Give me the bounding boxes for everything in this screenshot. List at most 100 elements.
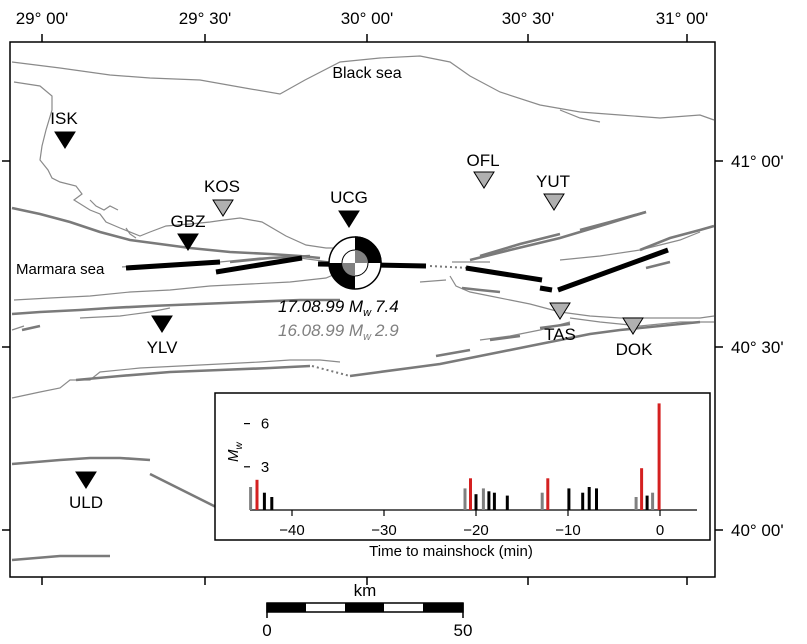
station-marker-icon [177, 233, 199, 251]
marmara-label-bg [14, 260, 122, 278]
stations: ISK KOS GBZ UCG OFL YUT YLV TAS [50, 109, 653, 512]
y-tick-label: 3 [261, 459, 269, 476]
fault-traces [11, 206, 715, 562]
lon-label: 30° 30' [502, 9, 555, 28]
foreshock-caption: 16.08.99 Mw 2.9 [278, 321, 399, 343]
station-label: OFL [466, 151, 499, 170]
station-isk[interactable]: ISK [50, 109, 78, 149]
station-label: YLV [147, 338, 179, 357]
lat-label: 41° 00' [731, 152, 784, 171]
station-marker-icon [338, 210, 360, 228]
station-gbz[interactable]: GBZ [171, 212, 206, 251]
magnitude-bar [505, 495, 509, 510]
station-marker-icon [543, 193, 565, 211]
station-marker-icon [473, 171, 495, 189]
mainshock-magnitude: 7.4 [375, 297, 399, 316]
magnitude-symbol: M [349, 321, 364, 340]
station-marker-icon [75, 471, 97, 489]
station-label: GBZ [171, 212, 206, 231]
scale-bar: km 0 50 [262, 581, 472, 640]
station-ylv[interactable]: YLV [147, 315, 179, 357]
x-tick-label: −40 [279, 522, 304, 539]
magnitude-bar [581, 492, 585, 510]
station-label: TAS [544, 325, 576, 344]
magnitude-bar [651, 492, 655, 510]
magnitude-bar [481, 488, 485, 510]
magnitude-bar [634, 497, 638, 510]
magnitude-bar [595, 488, 598, 510]
lat-label: 40° 30' [731, 338, 784, 357]
inset-xlabel: Time to mainshock (min) [369, 543, 533, 560]
station-yut[interactable]: YUT [536, 172, 570, 211]
station-label: ULD [69, 493, 103, 512]
inset-chart: −40 −30 −20 −10 036 Time to mainshock (min) … [214, 392, 711, 560]
marmara-sea-label: Marmara sea [16, 261, 105, 278]
magnitude-bar [474, 494, 478, 510]
x-tick-label: −30 [371, 522, 396, 539]
lon-label: 29° 30' [179, 9, 232, 28]
magnitude-subscript: w [363, 307, 372, 319]
lon-label: 30° 00' [341, 9, 394, 28]
foreshock-magnitude: 2.9 [374, 321, 399, 340]
magnitude-bar [640, 468, 644, 510]
magnitude-bar [469, 478, 472, 510]
station-uld[interactable]: ULD [69, 471, 103, 512]
lon-label: 29° 00' [16, 9, 69, 28]
inset-axes: −40 −30 −20 −10 0 3 6 [244, 416, 664, 539]
inset-ylabel-subscript: w [234, 442, 245, 450]
magnitude-symbol: M [349, 297, 364, 316]
map-frame [9, 41, 716, 578]
x-tick-label: −20 [463, 522, 488, 539]
rupture-segments [125, 247, 669, 293]
magnitude-bar [657, 403, 661, 510]
inset-bars [249, 403, 661, 510]
foreshock-date: 16.08.99 [278, 321, 345, 340]
magnitude-bar [463, 488, 467, 510]
inset-ylabel: Mw [225, 442, 245, 463]
coastlines [11, 55, 715, 399]
black-sea-label: Black sea [332, 65, 401, 82]
magnitude-bar [546, 478, 550, 510]
station-marker-icon [212, 199, 234, 217]
scale-unit-label: km [354, 581, 377, 600]
latitude-axis: 41° 00' 40° 30' 40° 00' [2, 152, 784, 540]
station-marker-icon [54, 131, 76, 149]
scale-min-label: 0 [262, 621, 271, 640]
magnitude-subscript: w [363, 331, 372, 343]
station-kos[interactable]: KOS [204, 177, 240, 217]
station-marker-icon [549, 302, 571, 320]
station-ofl[interactable]: OFL [466, 151, 500, 189]
magnitude-bar [255, 479, 259, 510]
station-dok[interactable]: DOK [616, 317, 654, 359]
lon-label: 31° 00' [656, 9, 709, 28]
magnitude-bar [487, 491, 491, 510]
x-tick-label: −10 [555, 522, 580, 539]
magnitude-bar [270, 497, 274, 510]
mainshock-date: 17.08.99 [278, 297, 345, 316]
station-marker-icon [151, 315, 173, 333]
lat-label: 40° 00' [731, 521, 784, 540]
magnitude-bar [262, 492, 266, 510]
magnitude-bar [492, 492, 496, 510]
magnitude-bar [587, 487, 591, 510]
station-label: DOK [616, 340, 654, 359]
station-label: YUT [536, 172, 570, 191]
station-marker-icon [622, 317, 644, 335]
magnitude-bar [567, 488, 571, 510]
station-label: ISK [50, 109, 78, 128]
inset-ylabel-symbol: M [225, 449, 242, 462]
station-ucg[interactable]: UCG [330, 188, 368, 228]
longitude-axis: 29° 00' 29° 30' 30° 00' 30° 30' 31° 00' [16, 9, 709, 585]
magnitude-bar [645, 495, 649, 510]
x-tick-label: 0 [656, 522, 664, 539]
inset-frame [214, 392, 711, 541]
station-label: UCG [330, 188, 368, 207]
magnitude-bar [249, 487, 253, 510]
station-label: KOS [204, 177, 240, 196]
magnitude-bar [540, 492, 544, 510]
scale-max-label: 50 [454, 621, 473, 640]
station-tas[interactable]: TAS [544, 302, 576, 344]
beachball-icon[interactable] [328, 236, 382, 290]
y-tick-label: 6 [261, 416, 269, 433]
